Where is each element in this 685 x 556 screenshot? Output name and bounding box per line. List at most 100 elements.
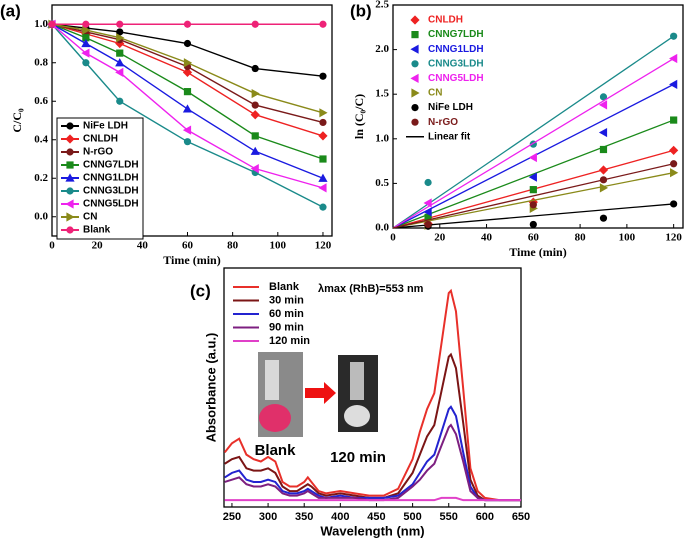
x-tick-label: 40 — [481, 232, 493, 244]
marker — [423, 198, 432, 208]
series-line — [51, 23, 324, 208]
photos — [258, 352, 378, 437]
marker — [115, 67, 124, 77]
marker — [116, 97, 124, 105]
series-line — [51, 23, 324, 160]
marker — [183, 88, 192, 96]
marker — [410, 44, 419, 54]
x-axis-label: Time (min) — [509, 245, 566, 259]
marker — [183, 39, 192, 48]
marker — [183, 20, 192, 28]
marker — [81, 48, 90, 58]
panel-label: (b) — [350, 1, 372, 20]
series-line — [224, 352, 521, 502]
x-tick-label: 100 — [619, 232, 636, 244]
legend-label: 120 min — [269, 335, 310, 347]
marker — [116, 49, 124, 57]
marker — [669, 53, 678, 64]
marker — [424, 220, 432, 229]
marker — [670, 168, 679, 178]
x-tick-label: 600 — [476, 511, 494, 523]
marker — [182, 104, 193, 113]
marker — [251, 64, 259, 73]
y-tick-label: 0.0 — [34, 210, 48, 222]
marker — [250, 110, 260, 120]
marker — [411, 88, 420, 98]
legend-label: 30 min — [269, 294, 304, 306]
x-tick-label: 20 — [92, 240, 104, 252]
marker — [65, 173, 75, 182]
legend-label: CN — [83, 212, 97, 223]
x-tick-label: 120 — [665, 232, 682, 244]
marker — [598, 165, 609, 175]
annotation: 120 min — [330, 449, 386, 466]
legend-label: CNNG3LDH — [428, 58, 484, 69]
legend-label: CNNG5LDH — [83, 199, 139, 210]
arrow — [305, 382, 336, 404]
marker — [82, 34, 90, 42]
marker — [66, 226, 74, 234]
marker — [319, 118, 327, 127]
series-line — [51, 23, 324, 137]
marker — [319, 20, 327, 28]
marker — [116, 20, 124, 28]
x-tick-label: 0 — [390, 232, 396, 244]
marker — [250, 164, 259, 174]
marker — [82, 25, 91, 35]
marker — [410, 73, 419, 83]
y-axis-label: C/C₀ — [10, 108, 24, 133]
legend-label: CN — [428, 88, 442, 99]
legend-label: N-rGO — [83, 147, 113, 158]
panel: 250 300 350 400 450 500 550 600 650 Wavelength (n… — [190, 267, 530, 538]
marker — [319, 72, 327, 80]
fit-line — [392, 119, 674, 229]
marker — [251, 88, 260, 99]
marker — [599, 93, 608, 101]
flask-clear — [344, 405, 370, 427]
marker — [411, 104, 419, 112]
series-line — [51, 23, 324, 77]
x-tick-label: 400 — [331, 511, 349, 523]
marker — [251, 132, 259, 140]
legend-label: NiFe LDH — [428, 102, 473, 113]
y-tick-label: 0.2 — [34, 172, 48, 184]
x-tick-label: 650 — [512, 511, 530, 523]
marker — [669, 79, 678, 89]
marker — [424, 178, 432, 187]
fit-line — [392, 203, 674, 229]
marker — [319, 108, 328, 118]
marker — [82, 20, 90, 28]
marker — [528, 172, 537, 182]
x-tick-label: 80 — [575, 232, 587, 244]
marker — [183, 58, 193, 68]
plot-frame — [223, 267, 522, 508]
flask-neck — [265, 360, 279, 400]
x-tick-label: 60 — [528, 232, 540, 244]
x-axis-label: Wavelength (nm) — [320, 523, 424, 538]
marker — [318, 173, 328, 182]
legend-label: CNLDH — [428, 15, 463, 26]
fit-line — [392, 172, 674, 229]
x-tick-label: 40 — [137, 240, 149, 252]
marker — [670, 200, 678, 208]
flask-neck — [350, 362, 364, 400]
marker — [116, 28, 124, 36]
marker — [670, 32, 678, 40]
series-line — [51, 23, 324, 114]
marker — [251, 20, 259, 28]
fit-line — [392, 57, 674, 229]
panel: 0 20 40 60 80 100 120 0.0 0.5 1.0 1.5 2.0 2.5 Time (m… — [350, 0, 684, 259]
marker — [251, 101, 259, 109]
series-line — [51, 23, 324, 124]
x-tick-label: 80 — [227, 240, 239, 252]
marker — [319, 155, 327, 163]
x-tick-label: 20 — [434, 232, 446, 244]
plot-frame — [51, 4, 333, 237]
y-tick-label: 2.0 — [375, 43, 389, 55]
marker — [82, 59, 90, 67]
legend-label: CNNG7LDH — [428, 29, 484, 40]
legend-label: Blank — [269, 281, 300, 293]
x-tick-label: 550 — [440, 511, 458, 523]
